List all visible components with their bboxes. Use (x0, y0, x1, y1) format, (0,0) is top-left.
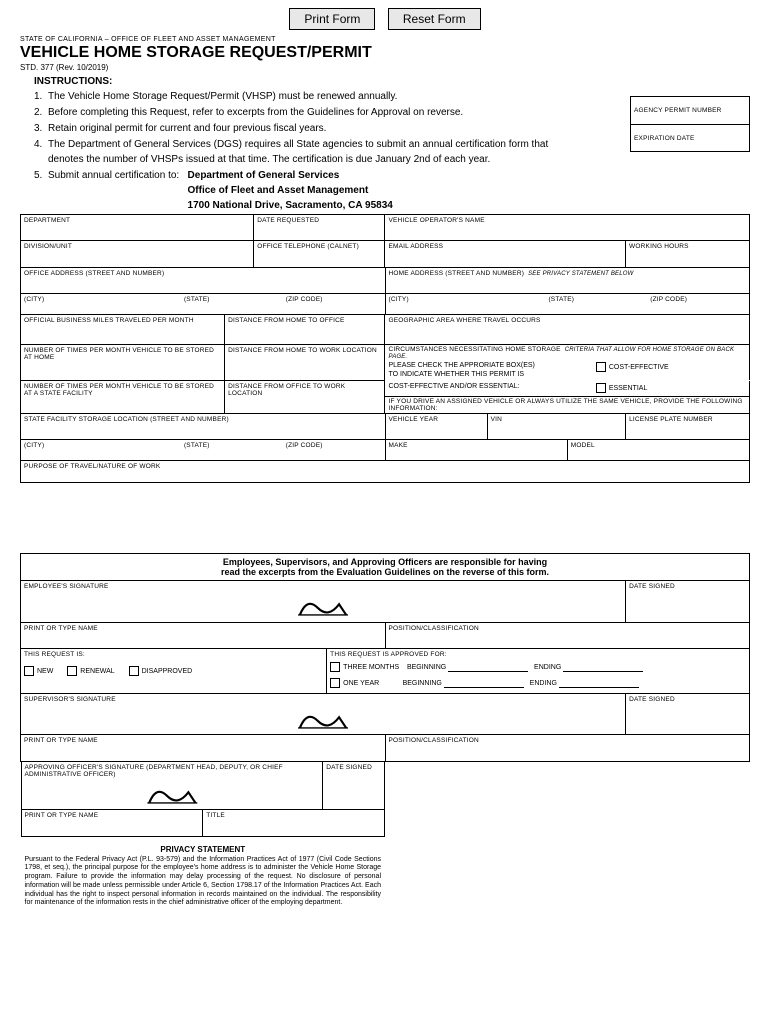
email-field[interactable]: EMAIL ADDRESS (385, 241, 626, 267)
form-revision: STD. 377 (Rev. 10/2019) (20, 63, 750, 72)
circumstances-field: CIRCUMSTANCES NECESSITATING HOME STORAGE… (385, 345, 750, 380)
approved-for-field: THIS REQUEST IS APPROVED FOR: THREE MONT… (327, 649, 750, 693)
one-begin-field[interactable] (444, 678, 524, 688)
instructions-header: INSTRUCTIONS: (34, 76, 750, 87)
facility-location-field[interactable]: STATE FACILITY STORAGE LOCATION (Street … (21, 414, 386, 440)
new-checkbox[interactable] (24, 666, 34, 676)
employee-print-name-field[interactable]: PRINT OR TYPE NAME (21, 623, 386, 649)
renewal-checkbox[interactable] (67, 666, 77, 676)
office-address-field[interactable]: OFFICE ADDRESS (Street and Number) (21, 268, 386, 294)
signature-icon (24, 614, 622, 621)
office-city-state-zip[interactable]: (City) (State) (Zip Code) (21, 294, 386, 314)
supervisor-signature-field[interactable]: SUPERVISOR'S SIGNATURE (21, 694, 626, 735)
geographic-area-field[interactable]: GEOGRAPHIC AREA WHERE TRAVEL OCCURS (385, 315, 750, 345)
operator-name-field[interactable]: VEHICLE OPERATOR'S NAME (385, 215, 750, 241)
dist-home-work-field[interactable]: DISTANCE FROM HOME TO WORK LOCATION (225, 345, 385, 380)
home-city-state-zip[interactable]: (City) (State) (Zip Code) (385, 294, 750, 314)
circumstances-field-2: COST-EFFECTIVE AND/OR ESSENTIAL: ESSENTI… (385, 381, 750, 414)
approving-title-field[interactable]: TITLE (203, 810, 385, 836)
approving-print-name-field[interactable]: PRINT OR TYPE NAME (21, 810, 203, 836)
expiration-date-field[interactable]: EXPIRATION DATE (630, 124, 750, 152)
supervisor-position-field[interactable]: POSITION/CLASSIFICATION (385, 735, 750, 761)
signature-icon (24, 726, 622, 733)
one-end-field[interactable] (559, 678, 639, 688)
privacy-header: PRIVACY STATEMENT (21, 845, 386, 854)
three-end-field[interactable] (563, 662, 643, 672)
dist-home-office-field[interactable]: DISTANCE FROM HOME TO OFFICE (225, 315, 385, 345)
signature-icon (25, 801, 320, 808)
supervisor-print-name-field[interactable]: PRINT OR TYPE NAME (21, 735, 386, 761)
license-plate-field[interactable]: LICENSE PLATE NUMBER (626, 414, 750, 440)
certification-text: Employees, Supervisors, and Approving Of… (21, 554, 750, 581)
print-button[interactable]: Print Form (289, 8, 375, 30)
three-months-checkbox[interactable] (330, 662, 340, 672)
disapproved-checkbox[interactable] (129, 666, 139, 676)
home-address-field[interactable]: HOME ADDRESS (Street and Number) See Pri… (385, 268, 750, 294)
times-stored-facility-field[interactable]: NUMBER OF TIMES PER MONTH VEHICLE TO BE … (21, 381, 225, 414)
form-grid: DEPARTMENT DATE REQUESTED VEHICLE OPERAT… (20, 214, 750, 241)
times-stored-home-field[interactable]: NUMBER OF TIMES PER MONTH VEHICLE TO BE … (21, 345, 225, 380)
privacy-text: Pursuant to the Federal Privacy Act (P.L… (21, 854, 386, 909)
make-field[interactable]: MAKE (385, 440, 567, 460)
model-field[interactable]: MODEL (567, 440, 749, 460)
employee-position-field[interactable]: POSITION/CLASSIFICATION (385, 623, 750, 649)
facility-city-state-zip[interactable]: (City) (State) (Zip Code) (21, 440, 386, 460)
request-is-field: THIS REQUEST IS: NEW RENEWAL DISAPPROVED (21, 649, 327, 693)
division-field[interactable]: DIVISION/UNIT (21, 241, 254, 267)
vin-field[interactable]: VIN (487, 414, 626, 440)
agency-name: STATE OF CALIFORNIA – OFFICE OF FLEET AN… (20, 36, 750, 43)
business-miles-field[interactable]: OFFICIAL BUSINESS MILES TRAVELED PER MON… (21, 315, 225, 345)
form-title: VEHICLE HOME STORAGE REQUEST/PERMIT (20, 44, 750, 62)
dist-office-work-field[interactable]: DISTANCE FROM OFFICE TO WORK LOCATION (225, 381, 385, 414)
one-year-checkbox[interactable] (330, 678, 340, 688)
purpose-field[interactable]: PURPOSE OF TRAVEL/NATURE OF WORK (21, 461, 750, 483)
approving-officer-signature-field[interactable]: APPROVING OFFICER'S SIGNATURE (Departmen… (21, 762, 323, 810)
three-begin-field[interactable] (448, 662, 528, 672)
working-hours-field[interactable]: WORKING HOURS (626, 241, 750, 267)
cost-effective-checkbox[interactable] (596, 362, 606, 372)
essential-checkbox[interactable] (596, 383, 606, 393)
employee-date-field[interactable]: DATE SIGNED (626, 581, 750, 622)
agency-permit-field[interactable]: AGENCY PERMIT NUMBER (630, 96, 750, 124)
employee-signature-field[interactable]: EMPLOYEE'S SIGNATURE (21, 581, 626, 622)
date-requested-field[interactable]: DATE REQUESTED (254, 215, 385, 241)
reset-button[interactable]: Reset Form (388, 8, 481, 30)
supervisor-date-field[interactable]: DATE SIGNED (626, 694, 750, 735)
telephone-field[interactable]: OFFICE TELEPHONE (CALNET) (254, 241, 385, 267)
approving-date-field[interactable]: DATE SIGNED (323, 762, 385, 810)
department-field[interactable]: DEPARTMENT (21, 215, 254, 241)
vehicle-year-field[interactable]: VEHICLE YEAR (385, 414, 487, 440)
